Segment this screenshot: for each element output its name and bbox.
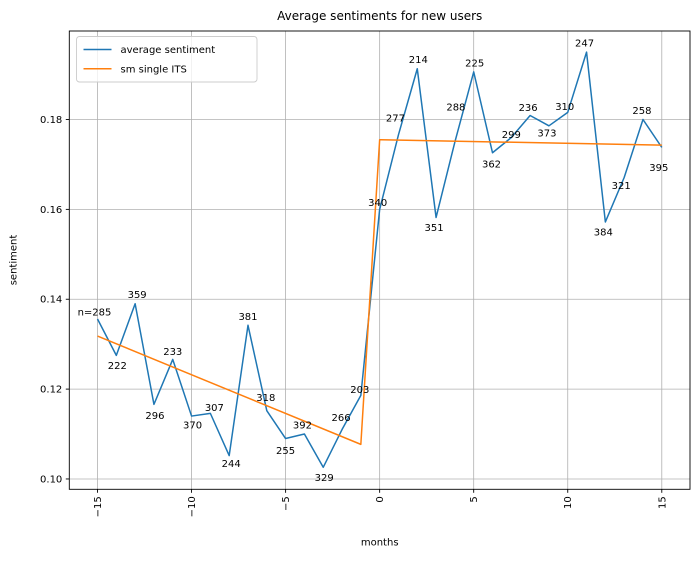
y-tick-label: 0.14 [40, 295, 62, 306]
point-annotation: 307 [205, 403, 224, 414]
point-annotation: 340 [368, 198, 387, 209]
point-annotation: 384 [594, 227, 613, 238]
point-annotation: 329 [315, 473, 334, 484]
point-annotation: 351 [425, 223, 444, 234]
point-annotation: 392 [293, 421, 312, 432]
y-axis-label: sentiment [9, 235, 20, 286]
x-tick-label: 0 [375, 496, 386, 502]
x-axis-label: months [361, 538, 399, 549]
x-tick-label: −5 [281, 496, 292, 511]
point-annotation: n=285 [78, 308, 112, 319]
y-tick-label: 0.12 [40, 385, 62, 396]
y-tick-label: 0.16 [40, 205, 62, 216]
point-annotation: 233 [163, 347, 182, 358]
point-annotation: 266 [331, 413, 350, 424]
point-annotation: 373 [537, 128, 556, 139]
legend-label-average-sentiment: average sentiment [121, 45, 216, 56]
point-annotation: 255 [276, 446, 295, 457]
x-tick-label: 10 [563, 496, 574, 509]
point-annotation: 244 [222, 459, 241, 470]
point-annotation: 214 [409, 55, 428, 66]
y-tick-label: 0.10 [40, 474, 62, 485]
point-annotation: 362 [482, 159, 501, 170]
point-annotation: 381 [238, 312, 257, 323]
point-annotation: 236 [519, 103, 538, 114]
point-annotation: 258 [632, 106, 651, 117]
y-tick-label: 0.18 [40, 115, 62, 126]
x-tick-label: 15 [657, 496, 668, 509]
point-annotation: 247 [575, 39, 594, 50]
legend-label-sm-single-its: sm single ITS [121, 64, 187, 75]
x-tick-label: −15 [93, 496, 104, 517]
point-annotation: 288 [446, 102, 465, 113]
chart-title: Average sentiments for new users [277, 9, 482, 23]
point-annotation: 370 [183, 421, 202, 432]
x-tick-label: 5 [469, 496, 480, 502]
point-annotation: 395 [649, 163, 668, 174]
series-line-sm-single-its [97, 138, 662, 446]
point-annotation: 203 [350, 385, 369, 396]
point-annotation: 310 [555, 102, 574, 113]
point-annotation: 296 [145, 411, 164, 422]
point-annotation: 277 [386, 113, 405, 124]
legend-box [76, 36, 258, 83]
point-annotation: 299 [502, 130, 521, 141]
x-tick-label: −10 [187, 496, 198, 517]
point-annotation: 321 [612, 181, 631, 192]
legend: average sentiment sm single ITS [76, 36, 258, 83]
point-annotation: 359 [128, 290, 147, 301]
point-annotation: 222 [108, 361, 127, 372]
point-annotation: 318 [256, 393, 275, 404]
point-annotation: 225 [465, 58, 484, 69]
series-line-average-sentiment [96, 51, 663, 469]
